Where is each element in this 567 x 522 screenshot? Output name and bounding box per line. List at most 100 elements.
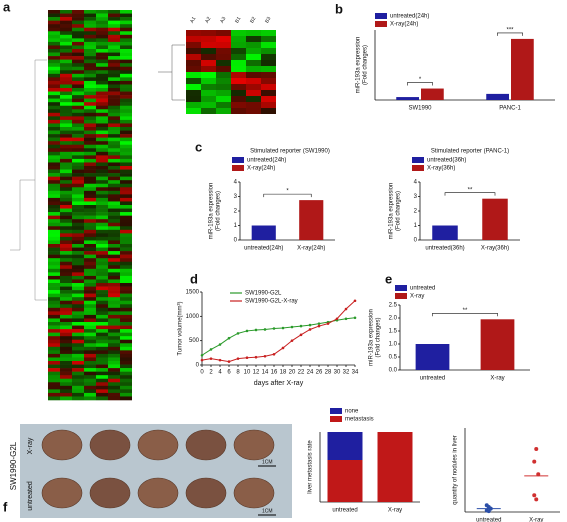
heatmap-cell	[72, 389, 84, 394]
liver	[137, 477, 179, 509]
heatmap-cell	[201, 48, 216, 54]
heatmap-cell	[108, 329, 120, 333]
y-axis-label: liver metastasis rate	[308, 440, 314, 494]
heatmap-cell	[48, 314, 60, 319]
heatmap-cell	[120, 41, 132, 46]
heatmap-cell	[120, 45, 132, 50]
heatmap-cell	[84, 141, 96, 146]
heatmap-cell	[48, 247, 60, 252]
heatmap-cell	[108, 119, 120, 124]
heatmap-cell	[60, 219, 72, 224]
x-tick-label: 12	[253, 370, 260, 376]
heatmap-cell	[120, 119, 132, 124]
chart-title: Stimulated reporter (SW1990)	[250, 149, 330, 155]
heatmap-cell	[72, 155, 84, 160]
heatmap-cell	[48, 59, 60, 64]
y-tick-label: 0	[234, 238, 238, 244]
significance-label: *	[286, 189, 289, 195]
heatmap-cell	[186, 36, 201, 42]
heatmap-cell	[84, 38, 96, 43]
heatmap-cell	[120, 314, 132, 319]
heatmap-cell	[84, 212, 96, 216]
heatmap-cell	[186, 90, 201, 96]
heatmap-cell	[108, 20, 120, 25]
marker	[245, 329, 249, 333]
heatmap-cell	[48, 158, 60, 163]
heatmap-cell	[96, 190, 108, 195]
heatmap-cell	[84, 240, 96, 245]
heatmap-cell	[72, 56, 84, 60]
heatmap-cell	[84, 283, 96, 287]
heatmap-cell	[84, 119, 96, 124]
heatmap-cell	[108, 229, 120, 234]
heatmap-cell	[246, 78, 261, 84]
heatmap-cell	[216, 66, 231, 72]
heatmap-cell	[72, 98, 84, 103]
x-tick-label: 10	[244, 370, 251, 376]
heatmap-cell	[231, 90, 246, 96]
heatmap-cell	[201, 54, 216, 60]
legend-swatch	[330, 416, 342, 422]
heatmap-cell	[48, 254, 60, 259]
marker	[263, 328, 267, 331]
heatmap-cell	[120, 112, 132, 117]
heatmap-cell	[261, 108, 276, 114]
heatmap-cell	[72, 307, 84, 312]
heatmap-cell	[201, 42, 216, 48]
y-tick-label: 0	[414, 238, 418, 244]
heatmap-cell	[216, 60, 231, 66]
panel-label: b	[335, 1, 343, 16]
heatmap-cell	[96, 368, 108, 372]
heatmap-cell	[48, 148, 60, 153]
heatmap-cell	[60, 375, 72, 380]
heatmap-cell	[72, 215, 84, 220]
heatmap-cell	[72, 134, 84, 138]
heatmap-cell	[96, 329, 108, 333]
heatmap-cell	[48, 197, 60, 202]
heatmap-cell	[72, 361, 84, 365]
heatmap-cell	[120, 148, 132, 153]
heatmap-cell	[48, 162, 60, 167]
heatmap-cell	[72, 169, 84, 174]
heatmap-cell	[120, 38, 132, 43]
heatmap-cell	[108, 66, 120, 71]
heatmap-cell	[84, 311, 96, 316]
heatmap-cell	[96, 187, 108, 192]
marker	[353, 299, 357, 303]
marker	[308, 323, 312, 327]
heatmap-cell	[96, 219, 108, 224]
heatmap-cell	[60, 314, 72, 319]
heatmap-cell	[72, 222, 84, 227]
heatmap-cell	[120, 205, 132, 209]
heatmap-cell	[201, 96, 216, 102]
heatmap-cell	[48, 180, 60, 185]
heatmap-cell	[60, 88, 72, 92]
heatmap-cell	[72, 201, 84, 206]
heatmap-cell	[72, 144, 84, 149]
heatmap-cell	[72, 180, 84, 185]
scale-bar-label: 1CM	[262, 508, 273, 514]
liver	[137, 429, 179, 461]
significance-label: ***	[506, 27, 514, 33]
heatmap-cell	[96, 109, 108, 114]
heatmap-cell	[60, 98, 72, 103]
heatmap-cell	[186, 108, 201, 114]
marker	[209, 357, 213, 360]
heatmap-cell	[96, 102, 108, 107]
heatmap-cell	[48, 382, 60, 387]
heatmap-cell	[84, 290, 96, 294]
heatmap-cell	[108, 279, 120, 284]
heatmap-cell	[108, 364, 120, 369]
heatmap-cell	[48, 251, 60, 255]
dendrogram	[158, 44, 185, 101]
heatmap-cell	[72, 197, 84, 202]
bar	[421, 88, 444, 100]
x-tick-label: 24	[307, 370, 314, 376]
heatmap-cell	[108, 109, 120, 114]
point	[534, 447, 539, 451]
heatmap-cell	[120, 208, 132, 213]
heatmap-cell	[108, 371, 120, 376]
x-axis-label: days after X-ray	[254, 380, 304, 387]
heatmap-cell	[48, 336, 60, 341]
heatmap-cell	[84, 88, 96, 92]
